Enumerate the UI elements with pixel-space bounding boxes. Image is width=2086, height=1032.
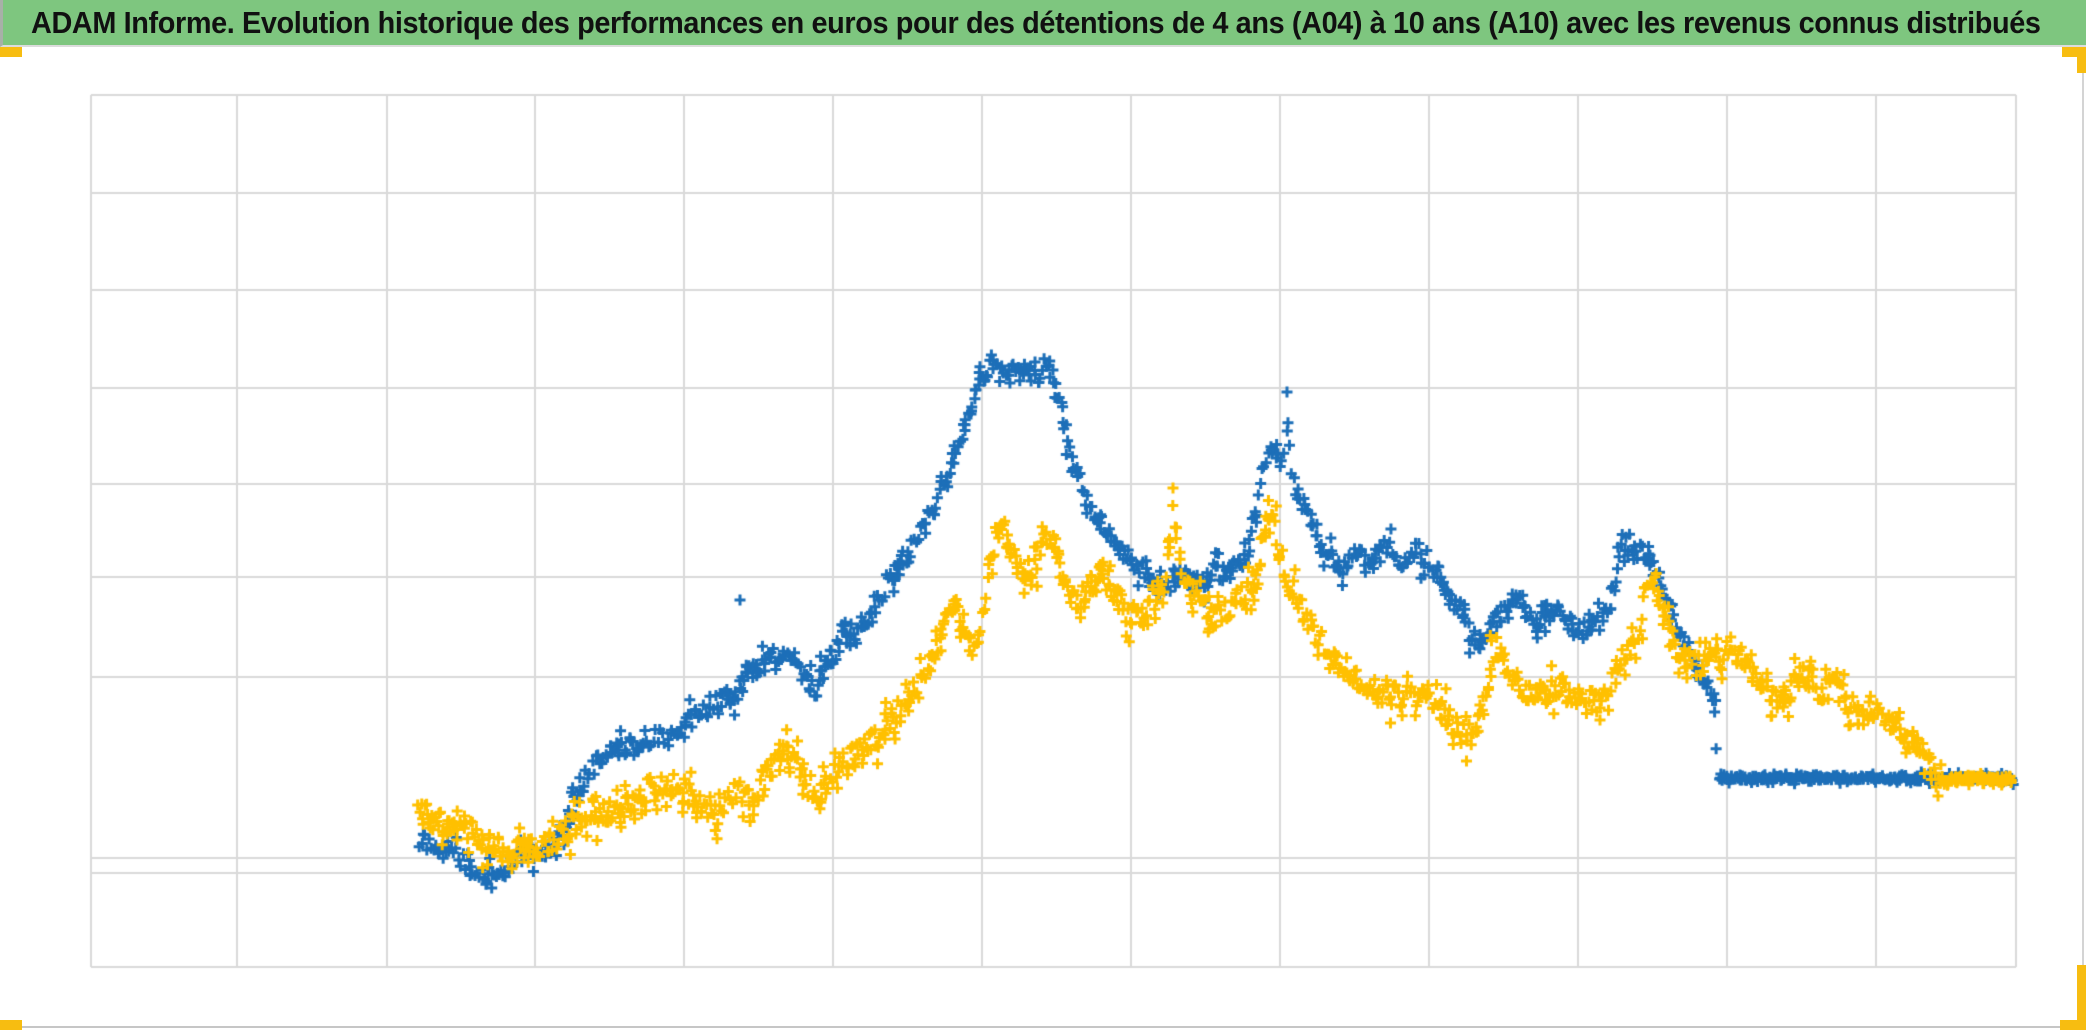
corner-accent — [2077, 47, 2086, 73]
corner-accent — [2077, 965, 2086, 1030]
right-divider — [2082, 49, 2084, 1028]
bottom-divider — [0, 1026, 2086, 1028]
corner-accent — [2062, 47, 2086, 57]
title-bar: ADAM Informe. Evolution historique des p… — [0, 0, 2086, 47]
corner-accent — [0, 47, 22, 57]
page-title: ADAM Informe. Evolution historique des p… — [31, 5, 2041, 40]
corner-accent — [0, 1020, 22, 1030]
corner-accent — [2060, 1020, 2086, 1030]
